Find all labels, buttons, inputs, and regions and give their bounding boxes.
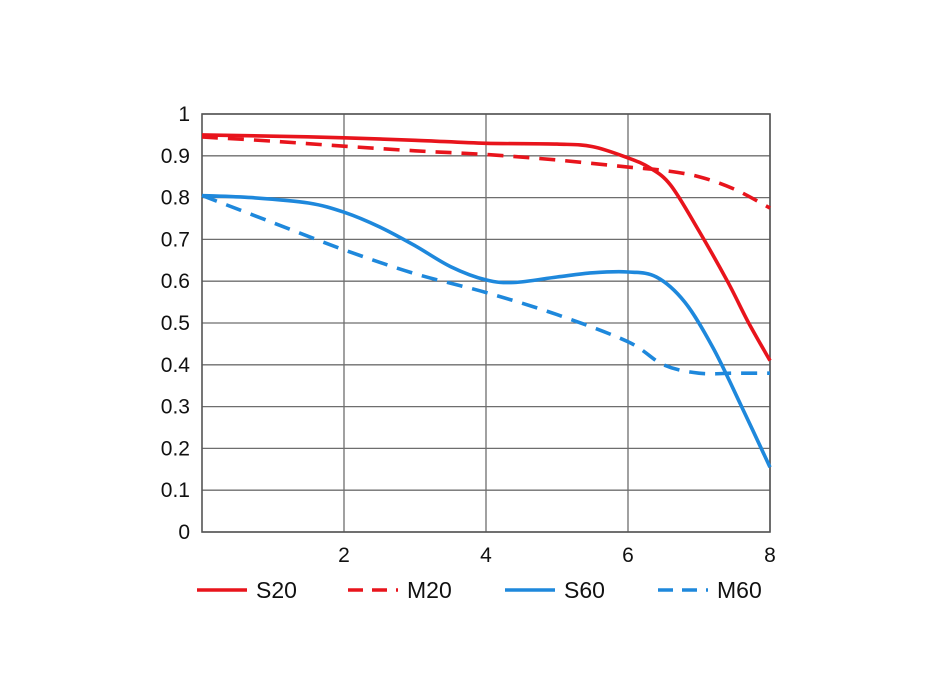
legend-item-m20: M20 [348, 577, 452, 603]
legend-label: S20 [256, 577, 297, 603]
plot-frame [201, 113, 771, 533]
x-tick-label: 6 [622, 544, 634, 567]
x-tick-label: 4 [480, 544, 492, 567]
plot-border [201, 113, 771, 533]
legend-item-s60: S60 [505, 577, 605, 603]
y-tick-label: 0 [178, 521, 190, 544]
y-tick-label: 0.3 [161, 396, 190, 419]
legend-label: M20 [407, 577, 452, 603]
y-tick-label: 0.9 [161, 145, 190, 168]
y-axis-tick-labels: 0 0.1 0.2 0.3 0.4 0.5 0.6 0.7 0.8 0.9 1 [161, 103, 191, 544]
y-tick-label: 0.7 [161, 228, 190, 251]
y-tick-label: 0.8 [161, 187, 190, 210]
y-tick-label: 0.1 [161, 479, 190, 502]
grid-lines [202, 113, 771, 533]
legend: S20 M20 S60 M60 [197, 577, 762, 603]
x-tick-label: 2 [338, 544, 350, 567]
legend-label: M60 [717, 577, 762, 603]
x-tick-label: 8 [764, 544, 776, 567]
series-line-s20 [201, 133, 772, 362]
y-tick-label: 0.2 [161, 437, 190, 460]
y-tick-label: 0.4 [161, 354, 191, 377]
series-line-m20 [201, 135, 771, 210]
y-tick-label: 0.6 [161, 270, 190, 293]
y-tick-label: 1 [178, 103, 190, 126]
legend-item-m60: M60 [658, 577, 762, 603]
series-layer [201, 133, 772, 468]
series-line-m60 [201, 193, 770, 376]
legend-label: S60 [564, 577, 605, 603]
series-line-s60 [201, 193, 772, 468]
legend-item-s20: S20 [197, 577, 297, 603]
x-axis-tick-labels: 2 4 6 8 [338, 544, 776, 567]
y-tick-label: 0.5 [161, 312, 190, 335]
